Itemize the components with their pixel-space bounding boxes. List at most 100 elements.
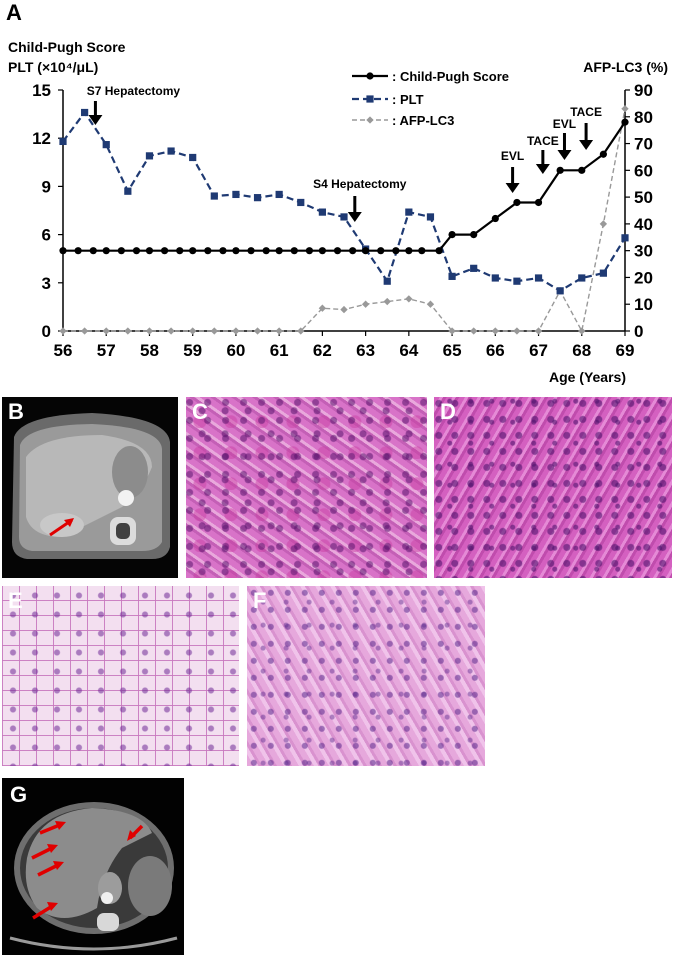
data-point-child-pugh <box>377 247 385 255</box>
y-left-tick-label: 6 <box>42 226 51 245</box>
data-point-child-pugh <box>74 247 82 255</box>
legend-label: : PLT <box>392 92 424 107</box>
annotation-arrow-head <box>579 140 594 150</box>
data-point-child-pugh <box>392 247 400 255</box>
legend-label: : Child-Pugh Score <box>392 69 509 84</box>
mri-drawing <box>2 397 178 578</box>
y-right-tick-label: 60 <box>634 161 653 180</box>
x-tick-label: 60 <box>226 341 245 360</box>
data-point-plt <box>470 264 478 272</box>
data-point-afp-lc3 <box>340 305 348 314</box>
panel-label-f: F <box>253 588 267 613</box>
data-point-afp-lc3 <box>59 327 67 335</box>
data-point-afp-lc3 <box>621 105 629 113</box>
data-point-plt <box>253 194 262 202</box>
data-point-afp-lc3 <box>426 300 435 308</box>
x-tick-label: 56 <box>54 341 73 360</box>
data-point-afp-lc3 <box>318 304 327 312</box>
y-right-tick-label: 40 <box>634 215 653 234</box>
data-point-plt <box>556 287 564 295</box>
data-point-child-pugh <box>491 214 499 223</box>
data-point-afp-lc3 <box>405 295 413 303</box>
data-point-plt <box>124 187 132 195</box>
annotation-label: S7 Hepatectomy <box>87 84 181 98</box>
data-point-afp-lc3 <box>124 327 132 335</box>
data-point-afp-lc3 <box>491 327 499 335</box>
data-point-child-pugh <box>232 247 240 255</box>
data-point-plt <box>578 274 586 282</box>
data-point-child-pugh <box>418 247 426 255</box>
data-point-child-pugh <box>290 247 298 255</box>
data-point-afp-lc3 <box>470 327 478 335</box>
data-point-afp-lc3 <box>513 327 521 335</box>
data-point-plt <box>491 274 499 282</box>
data-point-plt <box>513 277 521 285</box>
panel-label-g: G <box>10 782 28 807</box>
data-point-child-pugh <box>599 150 607 158</box>
data-point-plt <box>426 213 435 221</box>
y-left-tick-label: 3 <box>42 274 51 293</box>
data-point-child-pugh <box>578 166 586 174</box>
x-tick-label: 59 <box>183 341 202 360</box>
x-tick-label: 66 <box>486 341 505 360</box>
x-tick-label: 62 <box>313 341 332 360</box>
data-point-child-pugh <box>160 247 169 255</box>
data-point-plt <box>599 269 607 277</box>
data-point-afp-lc3 <box>275 327 283 335</box>
data-point-child-pugh <box>362 247 370 255</box>
data-point-child-pugh <box>89 247 97 255</box>
data-point-child-pugh <box>145 247 154 255</box>
data-point-plt <box>405 208 413 216</box>
data-point-afp-lc3 <box>189 327 197 335</box>
data-point-child-pugh <box>448 231 456 239</box>
annotation-label: EVL <box>501 149 524 163</box>
data-point-plt <box>621 234 629 242</box>
panel-label-c: C <box>192 399 208 424</box>
data-point-child-pugh <box>556 166 564 174</box>
x-tick-label: 58 <box>140 341 159 360</box>
data-point-child-pugh <box>132 247 141 255</box>
data-point-plt <box>232 190 240 199</box>
data-point-child-pugh <box>189 247 197 255</box>
data-point-plt <box>145 152 154 160</box>
data-point-child-pugh <box>435 247 443 255</box>
histology-image-c: C <box>186 397 427 578</box>
x-tick-label: 61 <box>270 341 289 360</box>
annotation-arrow-head <box>535 164 550 174</box>
data-point-plt <box>340 213 348 221</box>
data-point-afp-lc3 <box>253 327 262 335</box>
legend-marker <box>366 72 374 80</box>
data-point-afp-lc3 <box>361 300 370 308</box>
data-point-child-pugh <box>318 247 326 255</box>
data-point-afp-lc3 <box>167 327 175 335</box>
y-left-tick-label: 12 <box>32 129 51 148</box>
panel-label-b: B <box>8 399 24 424</box>
x-tick-label: 67 <box>529 341 548 360</box>
data-point-plt <box>81 108 89 117</box>
data-point-plt <box>383 277 391 285</box>
data-point-afp-lc3 <box>448 327 456 335</box>
panel-label-a: A <box>6 0 22 25</box>
data-point-child-pugh <box>219 247 227 255</box>
histology-image-d: D <box>434 397 672 578</box>
data-point-afp-lc3 <box>383 297 391 306</box>
right-axis-label: AFP-LC3 (%) <box>583 59 668 75</box>
data-point-plt <box>102 141 110 149</box>
data-point-afp-lc3 <box>80 327 89 335</box>
mri-image-b: B <box>2 397 178 578</box>
x-tick-label: 64 <box>399 341 418 360</box>
data-point-child-pugh <box>513 198 521 207</box>
data-point-plt <box>210 192 218 200</box>
x-tick-label: 57 <box>97 341 116 360</box>
data-point-plt <box>297 198 305 207</box>
data-point-child-pugh <box>275 247 283 255</box>
y-left-tick-label: 15 <box>32 81 51 100</box>
x-tick-label: 68 <box>572 341 591 360</box>
data-point-plt <box>318 208 326 216</box>
x-axis-label: Age (Years) <box>549 369 626 385</box>
data-point-child-pugh <box>470 231 478 239</box>
data-point-child-pugh <box>102 247 110 255</box>
y-right-tick-label: 20 <box>634 268 653 287</box>
data-point-afp-lc3 <box>599 220 608 228</box>
